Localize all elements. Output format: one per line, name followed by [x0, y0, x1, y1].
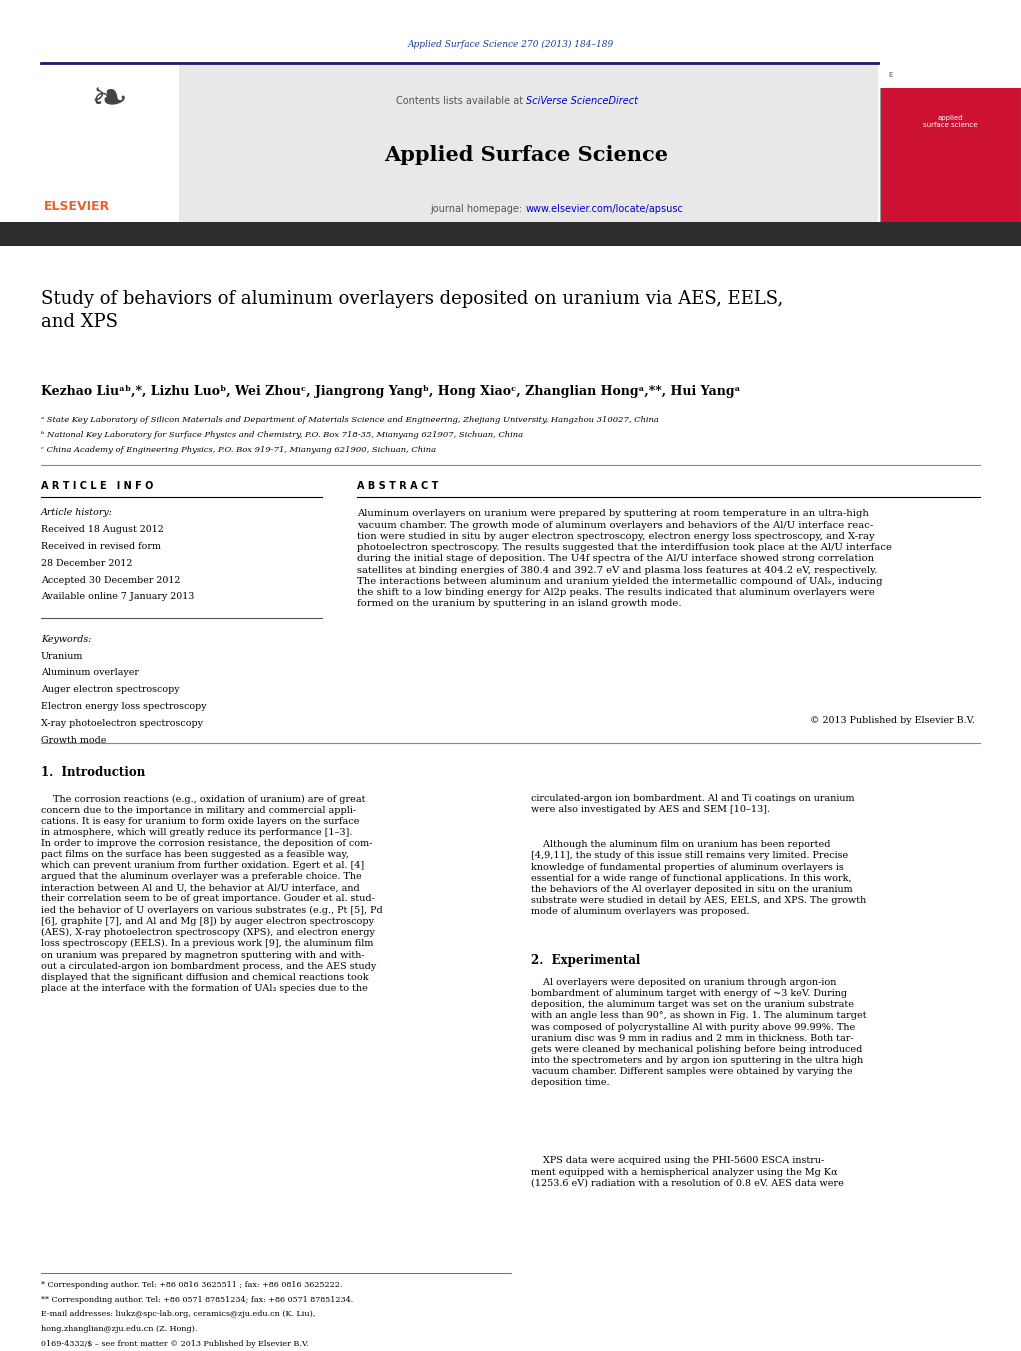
- Text: ᶜ China Academy of Engineering Physics, P.O. Box 919-71, Mianyang 621900, Sichua: ᶜ China Academy of Engineering Physics, …: [41, 446, 436, 454]
- Text: © 2013 Published by Elsevier B.V.: © 2013 Published by Elsevier B.V.: [811, 716, 975, 725]
- Text: X-ray photoelectron spectroscopy: X-ray photoelectron spectroscopy: [41, 719, 203, 728]
- Text: Study of behaviors of aluminum overlayers deposited on uranium via AES, EELS,
an: Study of behaviors of aluminum overlayer…: [41, 290, 783, 331]
- Text: circulated-argon ion bombardment. Al and Ti coatings on uranium
were also invest: circulated-argon ion bombardment. Al and…: [531, 794, 855, 815]
- Text: Growth mode: Growth mode: [41, 736, 106, 744]
- Text: Al overlayers were deposited on uranium through argon-ion
bombardment of aluminu: Al overlayers were deposited on uranium …: [531, 978, 867, 1088]
- FancyBboxPatch shape: [880, 61, 1021, 88]
- Text: Aluminum overlayers on uranium were prepared by sputtering at room temperature i: Aluminum overlayers on uranium were prep…: [357, 509, 892, 608]
- Text: 28 December 2012: 28 December 2012: [41, 559, 132, 567]
- Text: 1.  Introduction: 1. Introduction: [41, 766, 145, 780]
- Text: ᵇ National Key Laboratory for Surface Physics and Chemistry, P.O. Box 718-35, Mi: ᵇ National Key Laboratory for Surface Ph…: [41, 431, 523, 439]
- Text: ᵃ State Key Laboratory of Silicon Materials and Department of Materials Science : ᵃ State Key Laboratory of Silicon Materi…: [41, 416, 659, 424]
- Text: A R T I C L E   I N F O: A R T I C L E I N F O: [41, 481, 153, 490]
- Text: 2.  Experimental: 2. Experimental: [531, 954, 640, 967]
- Text: SciVerse ScienceDirect: SciVerse ScienceDirect: [526, 96, 638, 107]
- FancyBboxPatch shape: [0, 222, 1021, 246]
- Text: E: E: [888, 72, 892, 77]
- FancyBboxPatch shape: [179, 65, 878, 240]
- Text: Auger electron spectroscopy: Auger electron spectroscopy: [41, 685, 180, 694]
- Text: ❧: ❧: [91, 78, 128, 122]
- Text: ** Corresponding author. Tel: +86 0571 87851234; fax: +86 0571 87851234.: ** Corresponding author. Tel: +86 0571 8…: [41, 1296, 353, 1304]
- Text: Uranium: Uranium: [41, 651, 84, 661]
- Text: www.elsevier.com/locate/apsusc: www.elsevier.com/locate/apsusc: [526, 204, 684, 215]
- FancyBboxPatch shape: [880, 65, 1021, 240]
- Text: Received in revised form: Received in revised form: [41, 542, 160, 551]
- Text: ELSEVIER: ELSEVIER: [44, 200, 110, 213]
- Text: Although the aluminum film on uranium has been reported
[4,9,11], the study of t: Although the aluminum film on uranium ha…: [531, 840, 866, 916]
- Text: Kezhao Liuᵃᵇ,*, Lizhu Luoᵇ, Wei Zhouᶜ, Jiangrong Yangᵇ, Hong Xiaoᶜ, Zhanglian Ho: Kezhao Liuᵃᵇ,*, Lizhu Luoᵇ, Wei Zhouᶜ, J…: [41, 385, 740, 399]
- Text: The corrosion reactions (e.g., oxidation of uranium) are of great
concern due to: The corrosion reactions (e.g., oxidation…: [41, 794, 383, 993]
- Text: A B S T R A C T: A B S T R A C T: [357, 481, 439, 490]
- Text: Accepted 30 December 2012: Accepted 30 December 2012: [41, 576, 181, 585]
- Text: applied
surface science: applied surface science: [923, 115, 978, 128]
- Text: journal homepage:: journal homepage:: [431, 204, 526, 215]
- FancyBboxPatch shape: [41, 65, 179, 240]
- Text: Received 18 August 2012: Received 18 August 2012: [41, 526, 163, 534]
- Text: Available online 7 January 2013: Available online 7 January 2013: [41, 592, 194, 601]
- Text: Article history:: Article history:: [41, 508, 113, 517]
- Text: E-mail addresses: liukz@spc-lab.org, ceramics@zju.edu.cn (K. Liu),: E-mail addresses: liukz@spc-lab.org, cer…: [41, 1310, 315, 1319]
- Text: 0169-4332/$ – see front matter © 2013 Published by Elsevier B.V.: 0169-4332/$ – see front matter © 2013 Pu…: [41, 1340, 308, 1348]
- Text: Applied Surface Science 270 (2013) 184–189: Applied Surface Science 270 (2013) 184–1…: [407, 41, 614, 49]
- Text: hong.zhanglian@zju.edu.cn (Z. Hong).: hong.zhanglian@zju.edu.cn (Z. Hong).: [41, 1325, 197, 1333]
- Text: Contents lists available at: Contents lists available at: [395, 96, 526, 107]
- Text: Keywords:: Keywords:: [41, 635, 91, 643]
- Text: Aluminum overlayer: Aluminum overlayer: [41, 669, 139, 677]
- Text: Applied Surface Science: Applied Surface Science: [384, 146, 668, 165]
- Text: Electron energy loss spectroscopy: Electron energy loss spectroscopy: [41, 703, 206, 711]
- Text: XPS data were acquired using the PHI-5600 ESCA instru-
ment equipped with a hemi: XPS data were acquired using the PHI-560…: [531, 1156, 843, 1188]
- Text: * Corresponding author. Tel: +86 0816 3625511 ; fax: +86 0816 3625222.: * Corresponding author. Tel: +86 0816 36…: [41, 1281, 342, 1289]
